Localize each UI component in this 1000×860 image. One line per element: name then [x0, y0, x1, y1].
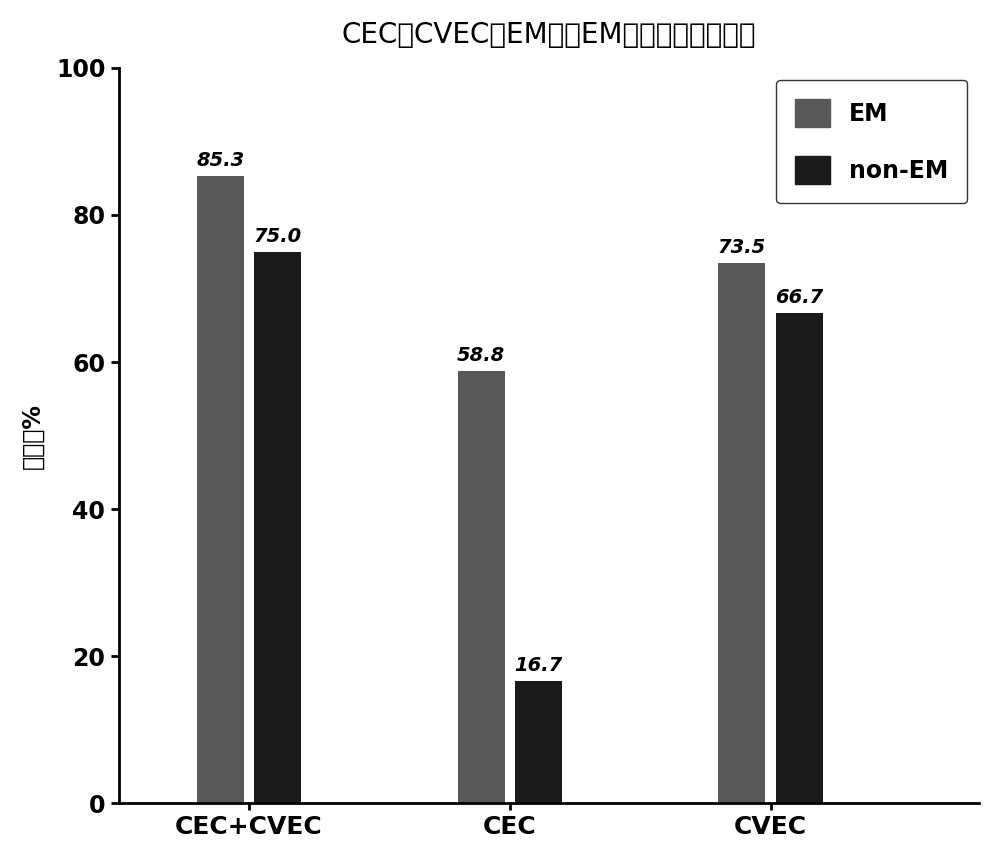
Bar — [197, 176, 244, 803]
Text: 16.7: 16.7 — [514, 655, 563, 674]
Bar — [458, 371, 505, 803]
Text: 73.5: 73.5 — [718, 238, 766, 257]
Text: 85.3: 85.3 — [196, 151, 244, 170]
Text: 58.8: 58.8 — [457, 346, 505, 365]
Bar — [515, 680, 562, 803]
Text: 75.0: 75.0 — [253, 227, 302, 246]
Bar — [776, 313, 823, 803]
Title: CEC、CVEC在EM和非EM对照中的存在情况: CEC、CVEC在EM和非EM对照中的存在情况 — [342, 21, 756, 49]
Y-axis label: 检出率%: 检出率% — [21, 402, 45, 469]
Text: 66.7: 66.7 — [775, 288, 823, 307]
Legend: EM, non-EM: EM, non-EM — [776, 80, 967, 203]
Bar — [254, 252, 301, 803]
Bar — [718, 263, 765, 803]
